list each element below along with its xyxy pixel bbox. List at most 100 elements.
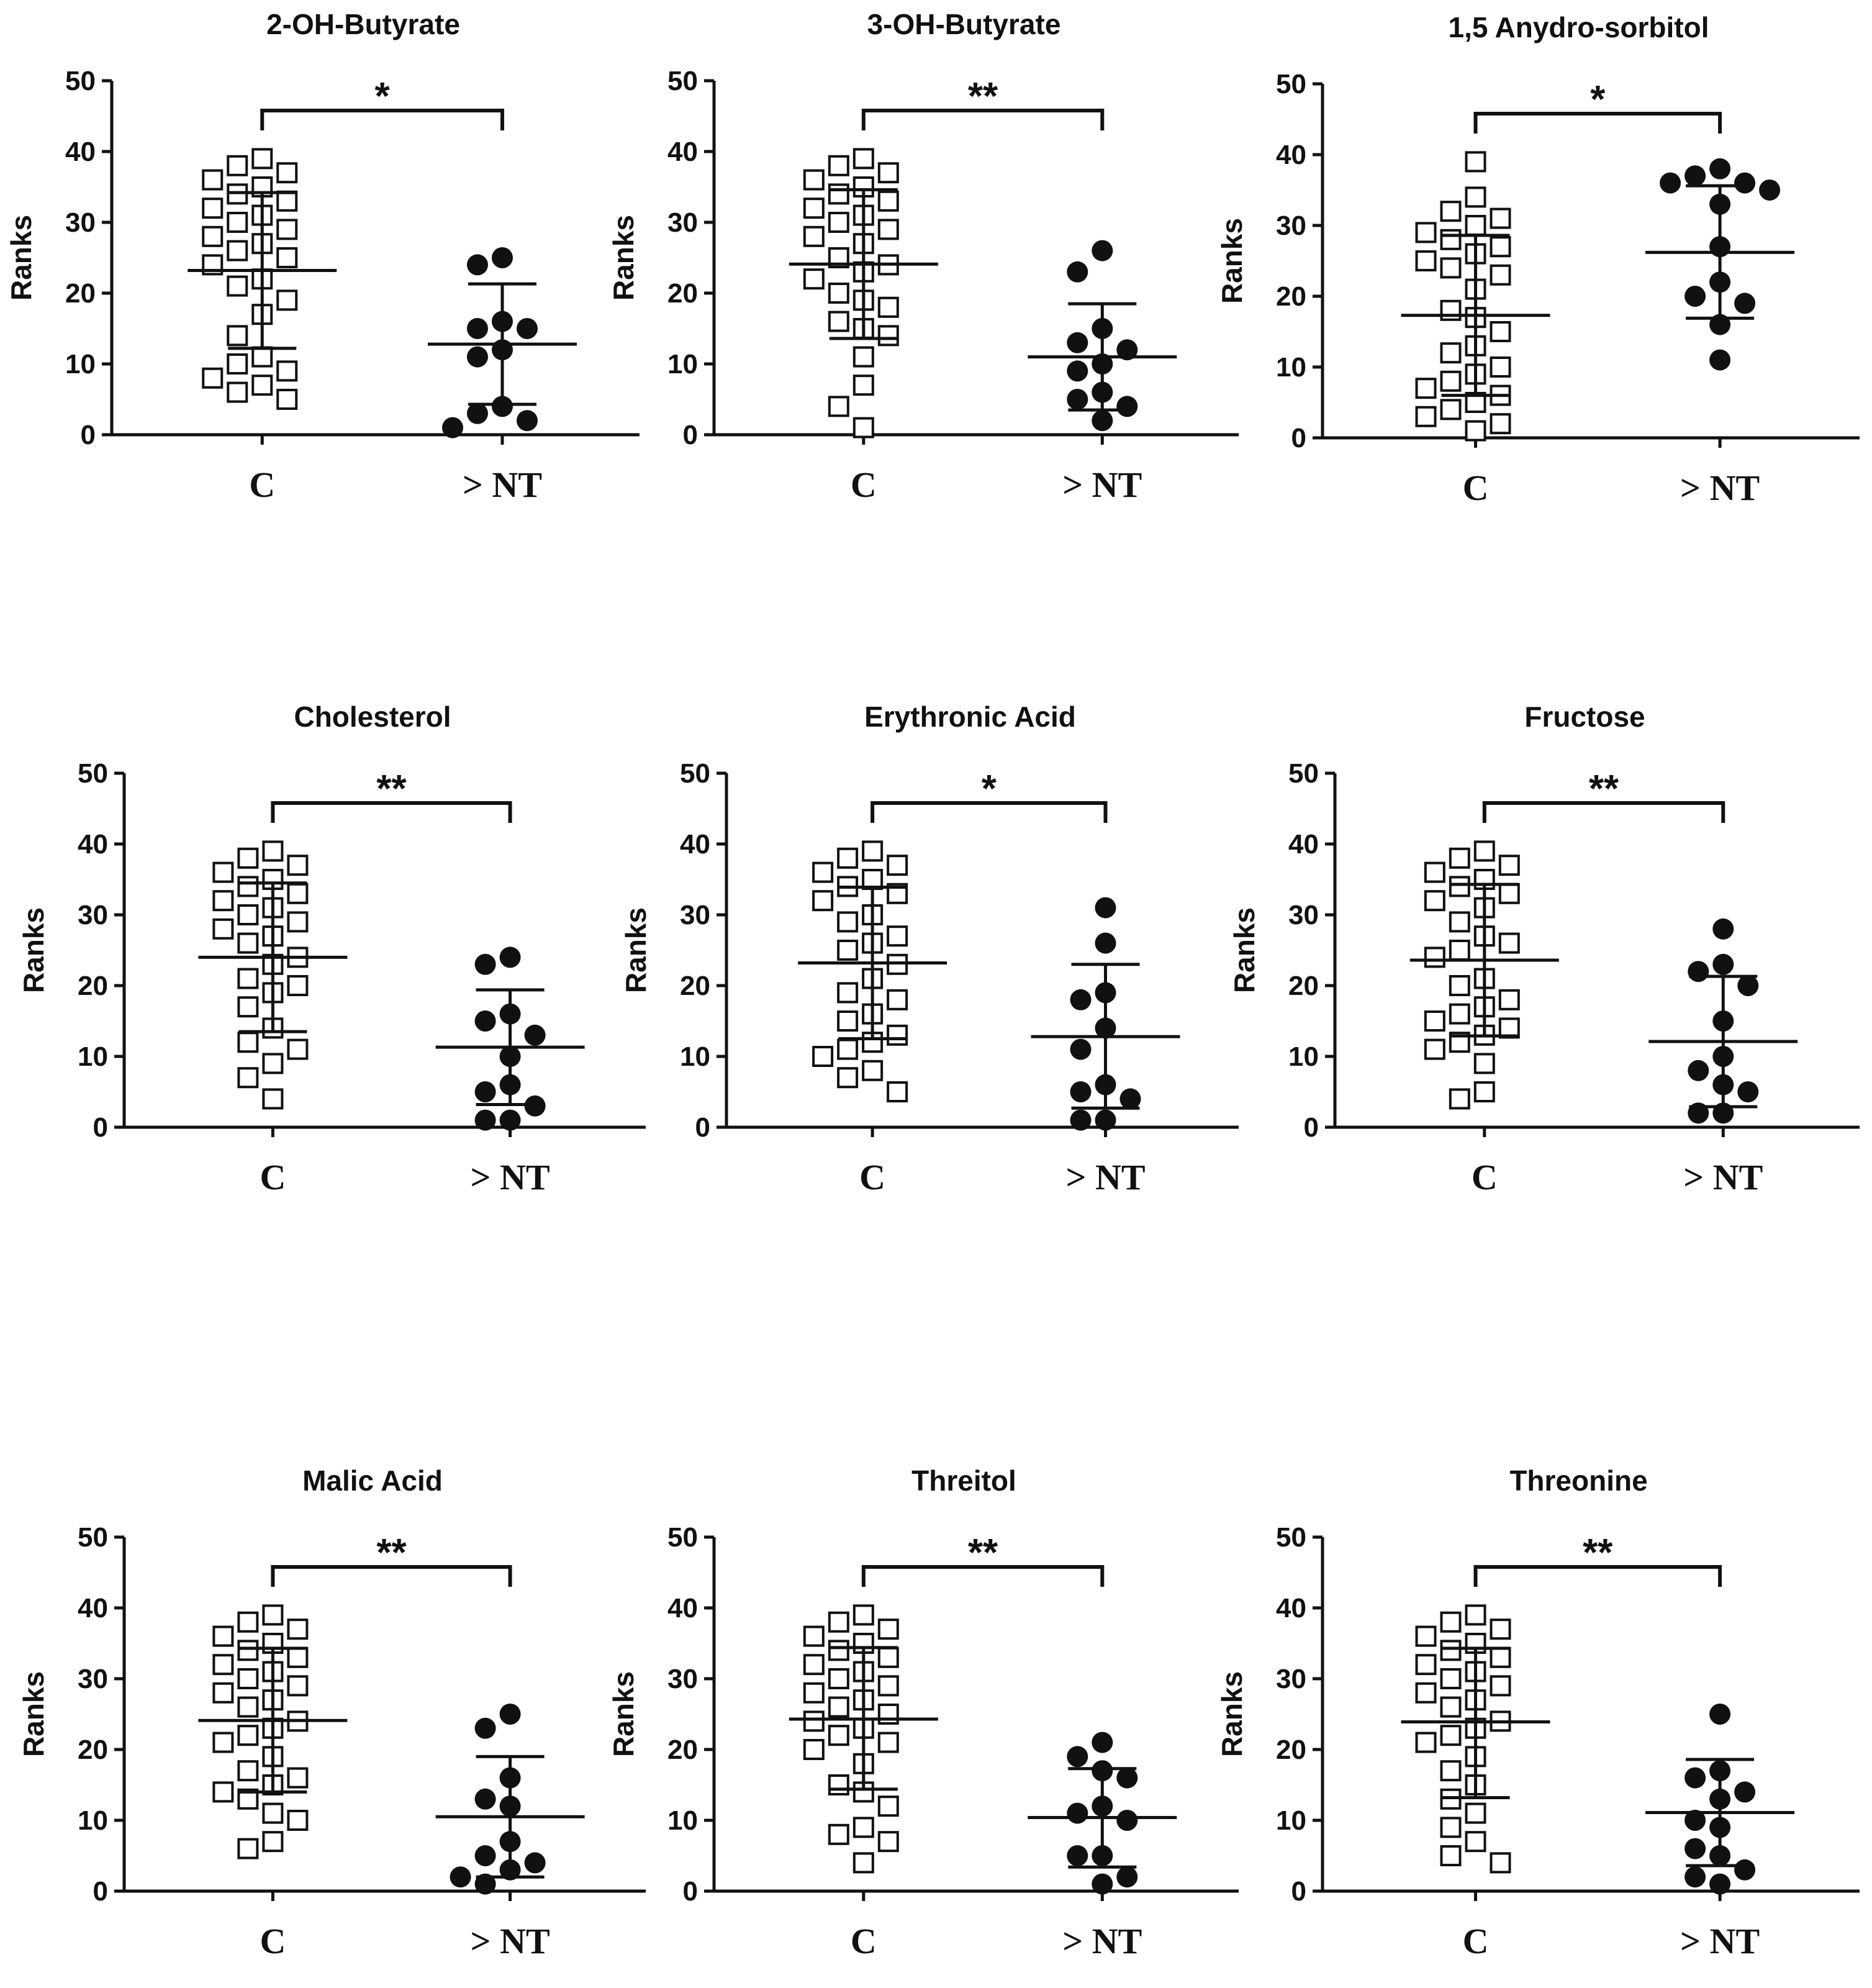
significance-bracket xyxy=(870,801,1108,823)
x-category-label: C xyxy=(1463,468,1489,508)
x-category-label: C xyxy=(1463,1921,1489,1961)
series-control xyxy=(198,1604,348,1859)
series-gt-nt xyxy=(1031,897,1180,1131)
data-point xyxy=(474,1873,496,1895)
data-point xyxy=(212,890,234,912)
data-point xyxy=(467,318,488,339)
y-axis-label: Ranks xyxy=(1216,1671,1248,1757)
data-point xyxy=(276,389,298,410)
y-axis-label: Ranks xyxy=(607,1671,640,1757)
data-point xyxy=(1415,222,1437,243)
data-point xyxy=(262,840,284,862)
data-point xyxy=(251,148,273,170)
data-point xyxy=(803,1682,825,1704)
significance-label: ** xyxy=(1583,1532,1613,1574)
data-point xyxy=(492,247,513,268)
series-gt-nt xyxy=(435,1704,585,1895)
data-point xyxy=(276,289,298,311)
x-category-label: C xyxy=(249,465,275,505)
data-point xyxy=(1490,1618,1511,1640)
data-point xyxy=(812,890,834,912)
y-tick-label: 20 xyxy=(78,971,108,1001)
data-point xyxy=(1092,410,1113,432)
data-point xyxy=(1490,264,1511,286)
data-point xyxy=(803,197,825,219)
data-point xyxy=(1067,360,1088,382)
data-point xyxy=(803,1710,825,1732)
data-point xyxy=(828,396,849,417)
significance-label: ** xyxy=(1589,768,1619,810)
series-control xyxy=(1409,840,1559,1110)
y-tick-label: 20 xyxy=(667,278,698,309)
data-point xyxy=(499,1109,521,1131)
series-gt-nt xyxy=(1645,1704,1795,1895)
data-point xyxy=(877,1732,899,1753)
y-tick-label: 40 xyxy=(65,137,96,167)
data-point xyxy=(837,982,859,1004)
data-point xyxy=(828,1823,849,1845)
data-point xyxy=(1734,172,1756,194)
data-point xyxy=(227,212,248,233)
significance-bracket xyxy=(861,109,1105,130)
data-point xyxy=(1119,1088,1141,1110)
data-point xyxy=(1490,356,1511,378)
data-point xyxy=(828,1668,849,1689)
data-point xyxy=(1490,207,1511,229)
data-point xyxy=(1660,172,1681,194)
data-point xyxy=(1440,1640,1462,1661)
data-point xyxy=(1415,1654,1437,1676)
data-point xyxy=(828,311,849,332)
data-point xyxy=(1415,1625,1437,1647)
y-tick-label: 20 xyxy=(680,971,710,1001)
data-point xyxy=(1449,1088,1470,1110)
data-point xyxy=(1067,1802,1088,1824)
y-tick-label: 10 xyxy=(1288,1042,1319,1072)
data-point xyxy=(212,1625,234,1647)
data-point xyxy=(1712,953,1734,975)
y-tick-label: 0 xyxy=(683,1876,698,1907)
data-point xyxy=(828,1774,849,1795)
data-point xyxy=(442,417,463,438)
data-point xyxy=(1684,286,1706,307)
data-point xyxy=(1070,1038,1092,1060)
y-tick-label: 10 xyxy=(1276,1805,1306,1836)
data-point xyxy=(212,861,234,883)
data-point xyxy=(1116,1810,1138,1831)
data-point xyxy=(1734,1781,1756,1803)
significance-label: * xyxy=(375,75,391,118)
data-point xyxy=(1440,1668,1462,1689)
y-tick-label: 40 xyxy=(1288,829,1319,860)
data-point xyxy=(492,396,513,417)
significance-label: ** xyxy=(376,1532,407,1574)
data-point xyxy=(1759,179,1781,201)
y-tick-label: 30 xyxy=(667,1664,698,1694)
data-point xyxy=(877,162,899,184)
data-point xyxy=(1070,1081,1092,1102)
data-point xyxy=(287,1675,309,1697)
data-point xyxy=(1067,389,1088,410)
data-point xyxy=(212,1732,234,1753)
panel-title: 2-OH-Butyrate xyxy=(266,8,460,40)
data-point xyxy=(237,1067,259,1089)
y-tick-label: 50 xyxy=(78,1522,108,1553)
data-point xyxy=(237,847,259,869)
data-point xyxy=(828,1725,849,1746)
y-axis-label: Ranks xyxy=(620,907,652,993)
data-point xyxy=(499,946,521,968)
data-point xyxy=(251,346,273,368)
series-gt-nt xyxy=(428,247,577,438)
y-axis-label: Ranks xyxy=(17,1671,50,1757)
data-point xyxy=(227,155,248,176)
data-point xyxy=(1465,1604,1486,1626)
data-point xyxy=(887,1081,908,1102)
data-point xyxy=(276,162,298,184)
data-point xyxy=(1440,399,1462,420)
data-point xyxy=(1473,840,1495,862)
data-point xyxy=(828,212,849,233)
data-point xyxy=(852,148,874,170)
data-point xyxy=(828,1696,849,1718)
data-point xyxy=(1116,339,1138,361)
data-point xyxy=(887,855,908,876)
y-tick-label: 50 xyxy=(667,66,698,96)
